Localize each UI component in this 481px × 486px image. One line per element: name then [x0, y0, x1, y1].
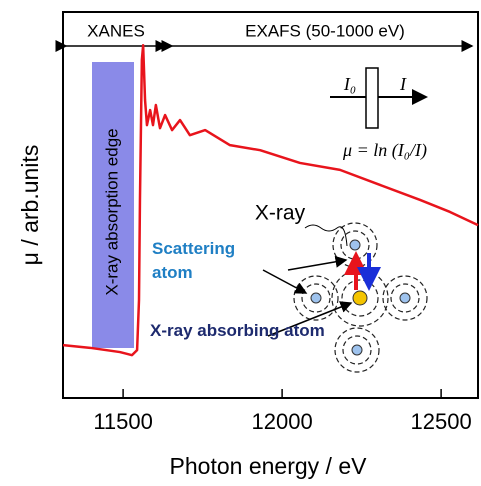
sample — [365, 67, 379, 129]
xanes-label: XANES — [87, 21, 145, 40]
formula: μ = ln (I₀/I) — [342, 140, 427, 161]
i0-label: I₀ — [343, 74, 356, 94]
xray-label: X-ray — [255, 202, 306, 225]
edge-band — [92, 62, 134, 348]
absorbing-box: X-ray absorbing atom — [150, 321, 325, 340]
scattering-label: Scattering atom — [152, 239, 236, 282]
atoms-diagram — [262, 222, 428, 373]
scattering-box: Scattering atom — [152, 239, 236, 282]
y-axis-label: μ / arb.units — [17, 145, 43, 266]
x-tick-label: 12000 — [252, 409, 313, 434]
x-tick-label: 12500 — [411, 409, 472, 434]
x-tick-label: 11500 — [93, 409, 153, 434]
absorbing-label: X-ray absorbing atom — [150, 321, 325, 340]
edge-label: X-ray absorption edge — [102, 128, 121, 295]
x-axis-label: Photon energy / eV — [170, 453, 368, 479]
plot-frame — [62, 11, 479, 399]
exafs-label: EXAFS (50-1000 eV) — [245, 21, 405, 40]
spectrum-line — [62, 43, 479, 357]
i-label: I — [399, 74, 407, 94]
